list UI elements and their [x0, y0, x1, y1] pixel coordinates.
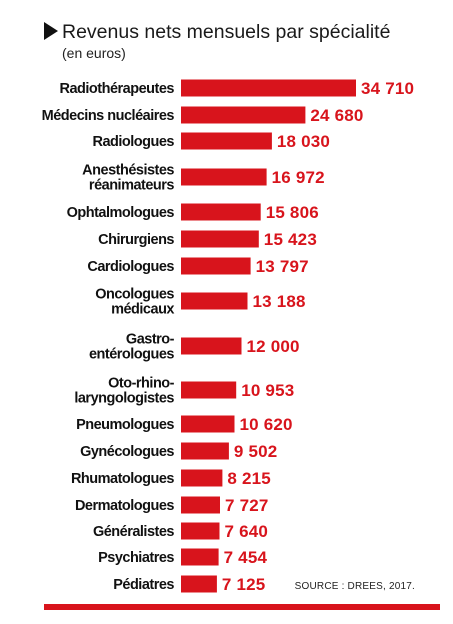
bar — [181, 168, 267, 186]
bar — [181, 132, 272, 150]
category-label: Anesthésistes réanimateurs — [82, 163, 174, 194]
value-label: 15 806 — [266, 203, 319, 222]
category-label: Médecins nucléaires — [42, 108, 175, 124]
category-label: Cardiologues — [87, 259, 174, 275]
category-label: Chirurgiens — [98, 232, 174, 248]
value-label: 9 502 — [234, 442, 278, 461]
category-label: Radiologues — [92, 134, 174, 150]
bar — [181, 106, 306, 124]
category-label: Gynécologues — [80, 444, 174, 460]
bar — [181, 257, 251, 275]
chart-title-text: Revenus nets mensuels par spécialité — [62, 21, 391, 43]
category-label: Pneumologues — [76, 417, 174, 433]
bar — [181, 469, 223, 487]
source-note: SOURCE : DREES, 2017. — [294, 581, 415, 592]
bar — [181, 415, 235, 433]
value-label: 24 680 — [310, 106, 363, 125]
chart-subtitle: (en euros) — [62, 45, 126, 61]
bar — [181, 79, 356, 97]
value-label: 10 953 — [241, 381, 294, 400]
category-label: Psychiatres — [98, 550, 174, 566]
category-label: Pédiatres — [113, 577, 174, 593]
value-label: 8 215 — [227, 469, 271, 488]
value-label: 12 000 — [247, 337, 300, 356]
chart-title: Revenus nets mensuels par spécialité — [44, 20, 444, 44]
value-label: 15 423 — [264, 230, 317, 249]
bar — [181, 442, 229, 460]
value-label: 7 727 — [225, 496, 269, 515]
bottom-rule — [44, 604, 440, 610]
play-arrow-icon — [44, 22, 58, 40]
value-label: 13 188 — [253, 292, 306, 311]
bar — [181, 575, 217, 593]
value-label: 13 797 — [256, 257, 309, 276]
value-label: 7 125 — [222, 575, 266, 594]
value-label: 18 030 — [277, 132, 330, 151]
category-label: Rhumatologues — [71, 471, 174, 487]
category-label: Dermatologues — [75, 498, 174, 514]
value-label: 34 710 — [361, 79, 414, 98]
value-label: 16 972 — [272, 168, 325, 187]
bar — [181, 496, 220, 514]
category-label: Généralistes — [93, 524, 174, 540]
value-label: 10 620 — [240, 415, 293, 434]
category-label: Oto-rhino-laryngologistes — [74, 376, 174, 407]
bar — [181, 292, 248, 310]
category-label: Oncologues médicaux — [95, 287, 174, 318]
bar — [181, 337, 242, 355]
value-label: 7 454 — [224, 548, 268, 567]
bar — [181, 381, 237, 399]
value-label: 7 640 — [225, 522, 269, 541]
category-label: Gastro-entérologues — [89, 332, 175, 363]
bar — [181, 230, 259, 248]
bar — [181, 548, 219, 566]
category-label: Radiothérapeutes — [60, 81, 175, 97]
bar — [181, 203, 261, 221]
category-label: Ophtalmologues — [67, 205, 175, 221]
bar — [181, 522, 220, 540]
